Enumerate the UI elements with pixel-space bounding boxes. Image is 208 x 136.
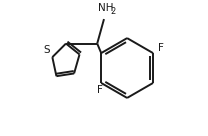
Text: 2: 2 — [110, 7, 115, 16]
Text: F: F — [157, 43, 163, 53]
Text: S: S — [44, 45, 50, 55]
Text: NH: NH — [98, 3, 114, 13]
Text: F: F — [97, 85, 103, 95]
